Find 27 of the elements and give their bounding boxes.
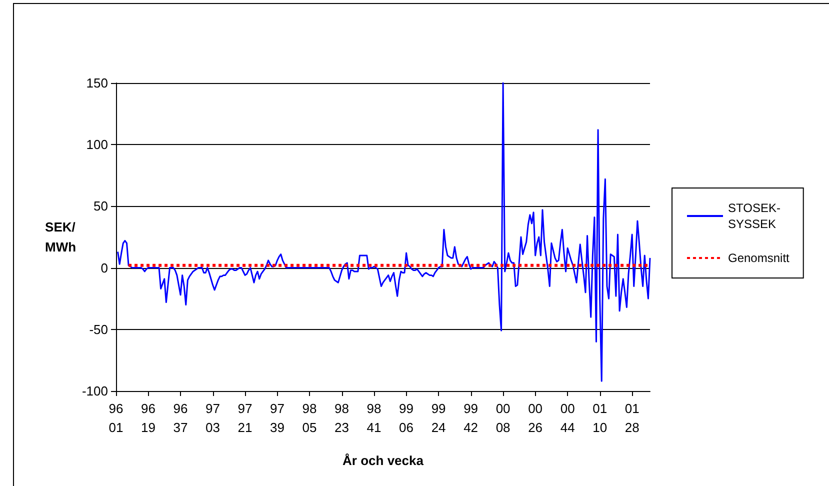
- x-tick-label: 00 08: [496, 401, 510, 435]
- x-tick-label: 97 39: [270, 401, 285, 435]
- x-tick-label: 98 23: [334, 401, 350, 435]
- x-tick-label: 98 41: [366, 401, 382, 435]
- x-tick-label: 00 44: [560, 401, 575, 435]
- x-tick-label: 96 01: [108, 401, 124, 435]
- x-tick-label: 00 26: [528, 401, 543, 435]
- x-tick-label: 96 19: [141, 401, 156, 435]
- y-tick-label: 150: [86, 76, 108, 90]
- y-axis-title: SEK/ MWh: [45, 220, 76, 254]
- y-tick-label: 0: [100, 260, 108, 276]
- x-tick-label: 99 24: [431, 401, 446, 435]
- x-tick-label: 01 28: [624, 401, 640, 435]
- x-axis-title: År och vecka: [342, 453, 424, 468]
- legend-label: Genomsnitt: [728, 251, 790, 265]
- y-tick-label: 50: [94, 198, 108, 214]
- y-tick-label: 100: [86, 137, 108, 152]
- x-tick-label: 98 05: [302, 401, 317, 435]
- x-tick-label: 99 06: [399, 401, 414, 435]
- x-tick-label: 96 37: [173, 401, 188, 435]
- x-tick-label: 97 21: [238, 401, 252, 435]
- x-tick-label: 97 03: [206, 401, 220, 435]
- x-tick-label: 99 42: [464, 401, 478, 435]
- y-tick-label: -50: [89, 322, 108, 337]
- y-tick-label: -100: [82, 384, 108, 398]
- x-tick-label: 01 10: [592, 401, 608, 435]
- legend-label: STOSEK- SYSSEK: [728, 201, 780, 231]
